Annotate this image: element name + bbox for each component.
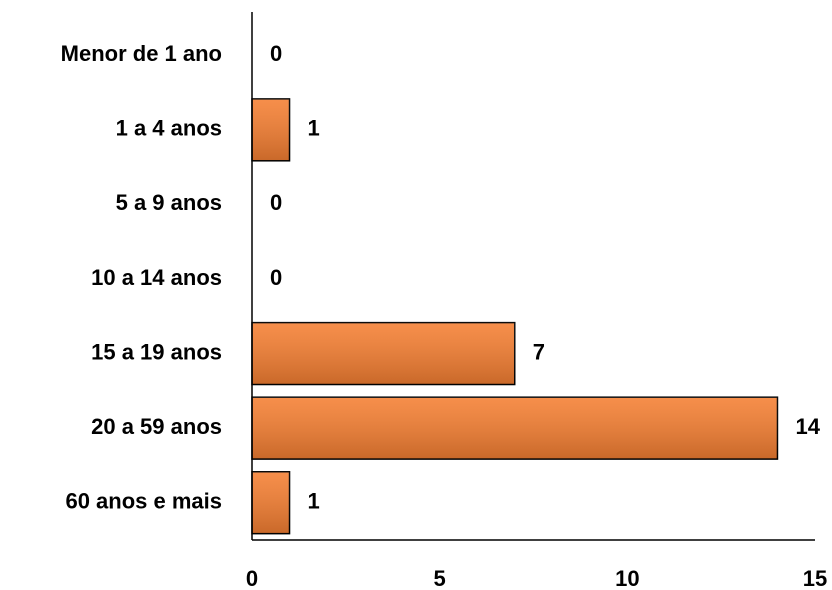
data-label: 0 bbox=[270, 190, 282, 215]
bar bbox=[251, 321, 516, 386]
data-label: 1 bbox=[308, 489, 320, 514]
y-tick-label: 5 a 9 anos bbox=[116, 190, 222, 215]
x-tick-label: 0 bbox=[246, 566, 258, 590]
data-label: 7 bbox=[533, 339, 545, 364]
y-tick-label: 1 a 4 anos bbox=[116, 116, 222, 141]
x-tick-label: 15 bbox=[803, 566, 827, 590]
data-label: 0 bbox=[270, 41, 282, 66]
x-tick-label: 5 bbox=[434, 566, 446, 590]
y-tick-label: 15 a 19 anos bbox=[91, 339, 222, 364]
y-tick-label: 10 a 14 anos bbox=[91, 265, 222, 290]
data-label: 14 bbox=[795, 414, 820, 439]
x-tick-label: 10 bbox=[615, 566, 639, 590]
y-tick-label: 20 a 59 anos bbox=[91, 414, 222, 439]
bar bbox=[251, 396, 779, 460]
bar bbox=[251, 98, 291, 162]
y-tick-label: Menor de 1 ano bbox=[61, 41, 222, 66]
data-label: 1 bbox=[308, 116, 320, 141]
y-tick-label: 60 anos e mais bbox=[65, 489, 222, 514]
data-label: 0 bbox=[270, 265, 282, 290]
bar bbox=[251, 471, 291, 535]
